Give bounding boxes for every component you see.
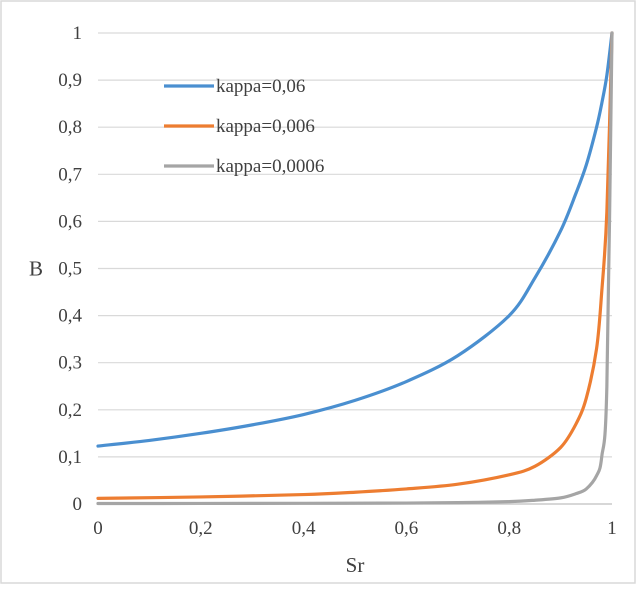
legend: kappa=0,06 kappa=0,006 kappa=0,0006 [164,76,324,177]
y-tick-label: 1 [73,23,83,44]
x-tick-label: 0,4 [292,518,316,539]
x-tick-label: 0,8 [497,518,521,539]
x-tick-label: 1 [607,518,617,539]
x-tick-label: 0,2 [189,518,213,539]
y-tick-label: 0,6 [58,211,82,232]
gridlines [98,32,612,458]
series-line-2 [96,31,614,500]
y-axis-title: B [29,257,43,281]
series-lines [96,31,614,506]
y-tick-label: 0,9 [58,70,82,91]
tick-labels: 0 0,1 0,2 0,3 0,4 0,5 0,6 0,7 0,8 0,9 1 0 0,2 0,4 0,6 0… [58,23,617,539]
y-tick-label: 0,1 [58,447,82,468]
x-axis-title: Sr [346,553,365,577]
series-line-3 [96,31,614,506]
x-tick-label: 0,6 [395,518,419,539]
legend-label-1: kappa=0,06 [216,76,305,97]
y-tick-label: 0,2 [58,400,82,421]
x-tick-label: 0 [93,518,103,539]
legend-label-2: kappa=0,006 [216,116,315,137]
y-tick-label: 0,7 [58,164,82,185]
y-tick-label: 0 [73,494,83,515]
series-line-1 [96,31,614,448]
y-tick-label: 0,8 [58,117,82,138]
y-tick-label: 0,5 [58,259,82,280]
legend-label-3: kappa=0,0006 [216,156,324,177]
y-tick-label: 0,3 [58,353,82,374]
y-tick-label: 0,4 [58,306,82,327]
